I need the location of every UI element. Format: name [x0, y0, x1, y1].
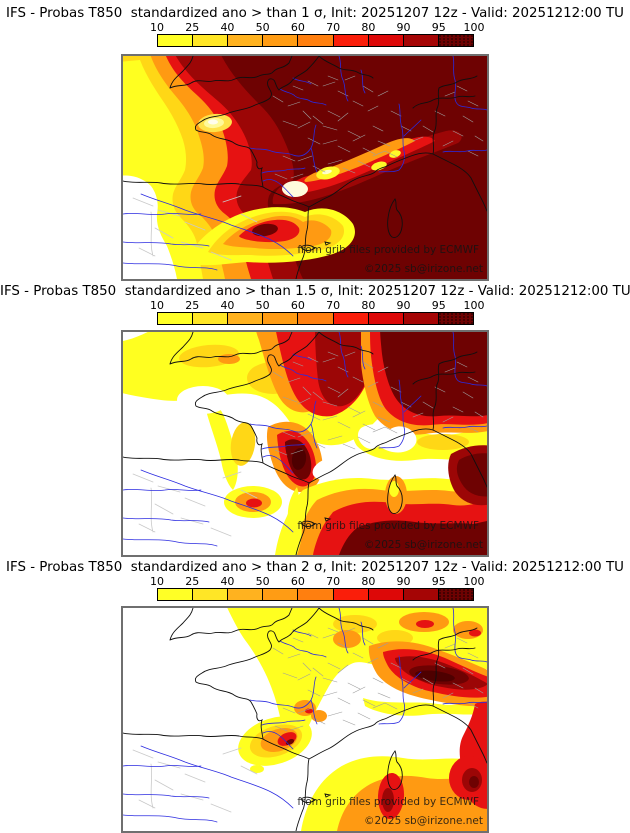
colorbar-tick-label: 50 [255, 21, 270, 34]
watermark-ecmwf: from grib files provided by ECMWF [297, 796, 479, 808]
watermark-copyright: ©2025 sb@irizone.net [364, 263, 483, 275]
colorbar-segment [368, 589, 404, 600]
colorbar-tick-label: 100 [463, 299, 485, 312]
colorbar-segment [193, 313, 229, 324]
panel-sigma-1: IFS - Probas T850 standardized ano > tha… [0, 0, 630, 281]
colorbar-segment [158, 35, 194, 46]
colorbar-segment [298, 35, 334, 46]
colorbar-tick-label: 100 [463, 575, 485, 588]
colorbar-segment [368, 35, 404, 46]
colorbar-segment [333, 313, 369, 324]
probability-map-sigma-1: from grib files provided by ECMWF ©2025 … [121, 54, 489, 281]
colorbar-segment [368, 313, 404, 324]
colorbar-tick-label: 80 [361, 21, 376, 34]
colorbar-segment [228, 35, 264, 46]
panel-title: IFS - Probas T850 standardized ano > tha… [0, 284, 630, 299]
colorbar-segment [158, 313, 194, 324]
colorbar-tick-label: 100 [463, 21, 485, 34]
colorbar-tick-label: 70 [326, 299, 341, 312]
colorbar-scale [157, 312, 474, 325]
colorbar-tick-label: 25 [185, 575, 200, 588]
colorbar-segment [263, 589, 299, 600]
colorbar-segment [298, 313, 334, 324]
colorbar-segment [298, 589, 334, 600]
colorbar-tick-label: 10 [150, 575, 164, 588]
colorbar-tick-label: 95 [431, 575, 446, 588]
colorbar-tick-label: 40 [220, 575, 235, 588]
colorbar-tick-label: 80 [361, 575, 376, 588]
panel-sigma-1-5: IFS - Probas T850 standardized ano > tha… [0, 281, 630, 557]
colorbar-segment [193, 589, 229, 600]
colorbar-segment [403, 313, 439, 324]
colorbar-tick-label: 80 [361, 299, 376, 312]
colorbar-segment [228, 313, 264, 324]
panel-title: IFS - Probas T850 standardized ano > tha… [6, 560, 624, 575]
colorbar-ticks: 10 25 40 50 60 70 80 90 95 100 [150, 21, 485, 34]
colorbar-tick-label: 60 [290, 299, 305, 312]
colorbar-segment [193, 35, 229, 46]
colorbar-tick-label: 95 [431, 299, 446, 312]
colorbar-segment [158, 589, 194, 600]
colorbar-tick-label: 60 [290, 575, 305, 588]
colorbar-scale [157, 588, 474, 601]
colorbar-tick-label: 40 [220, 299, 235, 312]
colorbar-tick-label: 70 [326, 21, 341, 34]
colorbar-tick-label: 50 [255, 575, 270, 588]
colorbar-tick-label: 25 [185, 21, 200, 34]
colorbar-tick-label: 10 [150, 299, 164, 312]
colorbar: 10 25 40 50 60 70 80 90 95 100 [150, 299, 485, 325]
colorbar-ticks: 10 25 40 50 60 70 80 90 95 100 [150, 299, 485, 312]
colorbar-scale [157, 34, 474, 47]
probability-map-sigma-2: from grib files provided by ECMWF ©2025 … [121, 606, 489, 833]
colorbar-tick-label: 70 [326, 575, 341, 588]
watermark-copyright: ©2025 sb@irizone.net [364, 815, 483, 827]
colorbar-segment [403, 35, 439, 46]
colorbar: 10 25 40 50 60 70 80 90 95 100 [150, 21, 485, 47]
colorbar-segment [438, 589, 473, 600]
colorbar-tick-label: 90 [396, 21, 411, 34]
watermark-ecmwf: from grib files provided by ECMWF [297, 244, 479, 256]
colorbar: 10 25 40 50 60 70 80 90 95 100 [150, 575, 485, 601]
colorbar-segment [333, 589, 369, 600]
colorbar-segment [438, 35, 473, 46]
colorbar-tick-label: 40 [220, 21, 235, 34]
colorbar-segment [228, 589, 264, 600]
panel-title: IFS - Probas T850 standardized ano > tha… [6, 6, 624, 21]
colorbar-tick-label: 90 [396, 575, 411, 588]
watermark-copyright: ©2025 sb@irizone.net [364, 539, 483, 551]
colorbar-segment [263, 313, 299, 324]
watermark-ecmwf: from grib files provided by ECMWF [297, 520, 479, 532]
colorbar-segment [263, 35, 299, 46]
colorbar-tick-label: 90 [396, 299, 411, 312]
colorbar-ticks: 10 25 40 50 60 70 80 90 95 100 [150, 575, 485, 588]
colorbar-tick-label: 95 [431, 21, 446, 34]
probability-map-sigma-1-5: from grib files provided by ECMWF ©2025 … [121, 330, 489, 557]
colorbar-tick-label: 50 [255, 299, 270, 312]
colorbar-tick-label: 25 [185, 299, 200, 312]
panel-sigma-2: IFS - Probas T850 standardized ano > tha… [0, 557, 630, 833]
colorbar-segment [403, 589, 439, 600]
colorbar-tick-label: 60 [290, 21, 305, 34]
colorbar-tick-label: 10 [150, 21, 164, 34]
colorbar-segment [438, 313, 473, 324]
probability-field-sigma-1 [123, 56, 487, 279]
colorbar-segment [333, 35, 369, 46]
